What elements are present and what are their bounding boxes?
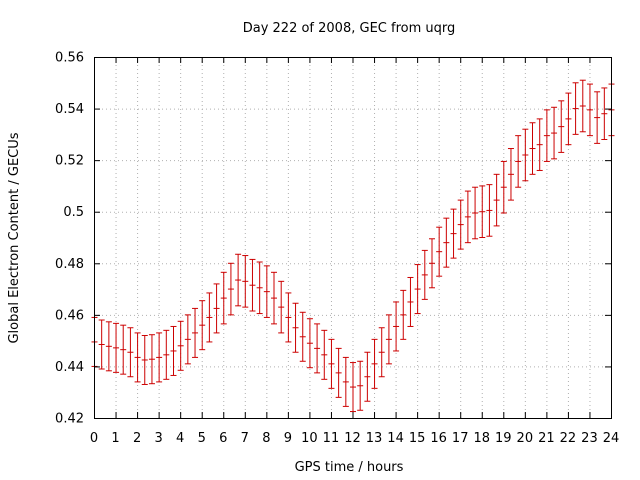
data-series — [91, 79, 615, 413]
x-tick-label: 7 — [241, 431, 249, 446]
x-tick-label: 18 — [473, 431, 490, 446]
x-tick-label: 9 — [284, 431, 292, 446]
x-tick-label: 14 — [387, 431, 404, 446]
chart-title: Day 222 of 2008, GEC from uqrg — [243, 21, 456, 36]
y-tick-label: 0.44 — [55, 360, 84, 375]
x-tick-label: 15 — [409, 431, 426, 446]
y-tick-label: 0.52 — [55, 154, 84, 169]
x-tick-label: 20 — [517, 431, 534, 446]
x-tick-label: 2 — [133, 431, 141, 446]
x-tick-label: 10 — [301, 431, 318, 446]
x-tick-label: 12 — [344, 431, 361, 446]
x-axis-label: GPS time / hours — [295, 460, 404, 475]
x-tick-label: 8 — [262, 431, 270, 446]
y-tick-label: 0.42 — [55, 412, 84, 427]
x-tick-label: 11 — [323, 431, 340, 446]
x-tick-label: 24 — [603, 431, 620, 446]
x-tick-label: 16 — [430, 431, 447, 446]
x-tick-label: 21 — [538, 431, 555, 446]
x-tick-label: 17 — [452, 431, 469, 446]
plot-border — [94, 57, 612, 419]
series-gec — [91, 79, 615, 413]
x-tick-label: 0 — [90, 431, 98, 446]
x-tick-label: 19 — [495, 431, 512, 446]
y-tick-label: 0.5 — [63, 205, 84, 220]
x-tick-label: 5 — [198, 431, 206, 446]
y-tick-label: 0.46 — [55, 308, 84, 323]
y-tick-label: 0.54 — [55, 102, 84, 117]
axes: 0 1 2 3 4 5 6 7 8 9 10 11 12 13 14 15 16 17 18 19 20 21 22 23 24… — [55, 51, 619, 447]
y-tick-label: 0.48 — [55, 257, 84, 272]
x-tick-label: 4 — [176, 431, 184, 446]
y-axis-label: Global Electron Content / GECUs — [7, 132, 22, 343]
x-tick-label: 23 — [581, 431, 598, 446]
x-tick-label: 6 — [219, 431, 227, 446]
y-tick-label: 0.56 — [55, 51, 84, 66]
x-tick-label: 3 — [154, 431, 162, 446]
x-tick-label: 1 — [111, 431, 119, 446]
x-tick-label: 22 — [560, 431, 577, 446]
x-tick-label: 13 — [366, 431, 383, 446]
